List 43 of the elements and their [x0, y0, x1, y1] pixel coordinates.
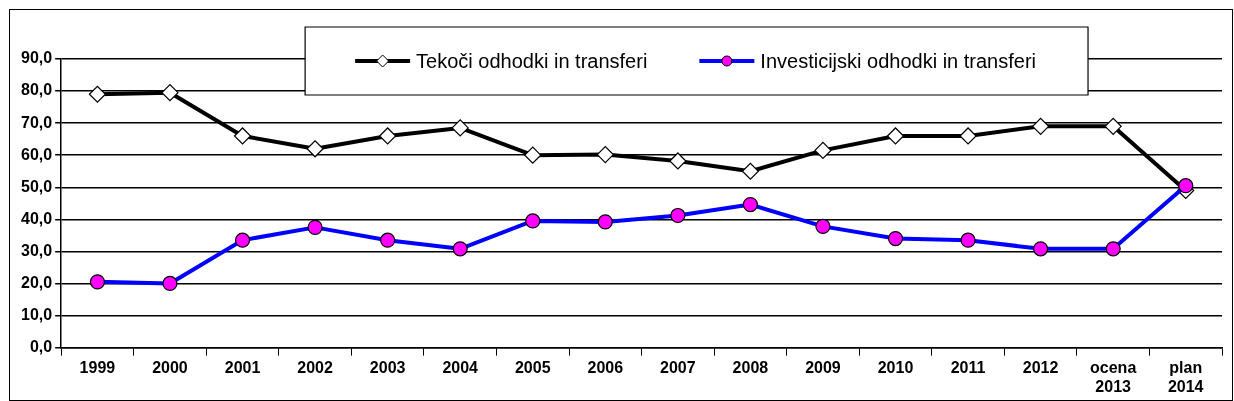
point: [741, 162, 759, 180]
x-tick-label: 2001: [224, 358, 261, 376]
point: [88, 85, 107, 103]
point: [1104, 117, 1122, 135]
x-tick-label: 2002: [297, 358, 333, 376]
x-tick-label: 2000: [152, 358, 188, 376]
point: [886, 127, 905, 145]
y-tick-label: 20,0: [21, 273, 53, 291]
point: [161, 84, 179, 102]
y-tick-label: 60,0: [21, 145, 53, 163]
y-tick-label: 80,0: [21, 81, 53, 99]
legend-label: Tekoči odhodki in transferi: [416, 49, 648, 72]
y-tick-label: 30,0: [21, 241, 53, 259]
point: [1032, 117, 1050, 135]
point: [959, 127, 977, 145]
x-tick-label: plan 2014: [1167, 358, 1204, 395]
x-tick-label: 2007: [660, 358, 696, 376]
x-tick-label: 2008: [732, 358, 769, 376]
point: [596, 145, 614, 164]
point: [669, 152, 687, 170]
x-tick-label: 2009: [805, 358, 841, 376]
x-tick-label: 2004: [442, 358, 479, 376]
x-tick-label: 2010: [877, 358, 914, 376]
y-tick-label: 70,0: [21, 113, 53, 131]
y-tick-label: 40,0: [21, 209, 53, 227]
x-tick-label: 2011: [950, 358, 986, 376]
point: [306, 140, 324, 158]
x-tick-label: 1999: [79, 358, 116, 376]
point: [451, 119, 469, 137]
point: [233, 127, 252, 145]
y-tick-label: 90,0: [21, 49, 53, 67]
y-tick-label: 50,0: [21, 177, 53, 195]
y-tick-label: 0,0: [29, 338, 53, 356]
legend-label: Investicijski odhodki in transferi: [760, 49, 1037, 72]
x-tick-label: ocena 2013: [1090, 358, 1137, 395]
point: [379, 127, 397, 145]
x-tick-label: 2005: [514, 358, 551, 376]
x-tick-label: 2012: [1022, 358, 1059, 376]
point: [814, 141, 832, 159]
x-tick-label: 2006: [587, 358, 624, 376]
y-tick-label: 10,0: [21, 305, 53, 323]
point: [524, 146, 542, 164]
x-tick-label: 2003: [369, 358, 406, 376]
